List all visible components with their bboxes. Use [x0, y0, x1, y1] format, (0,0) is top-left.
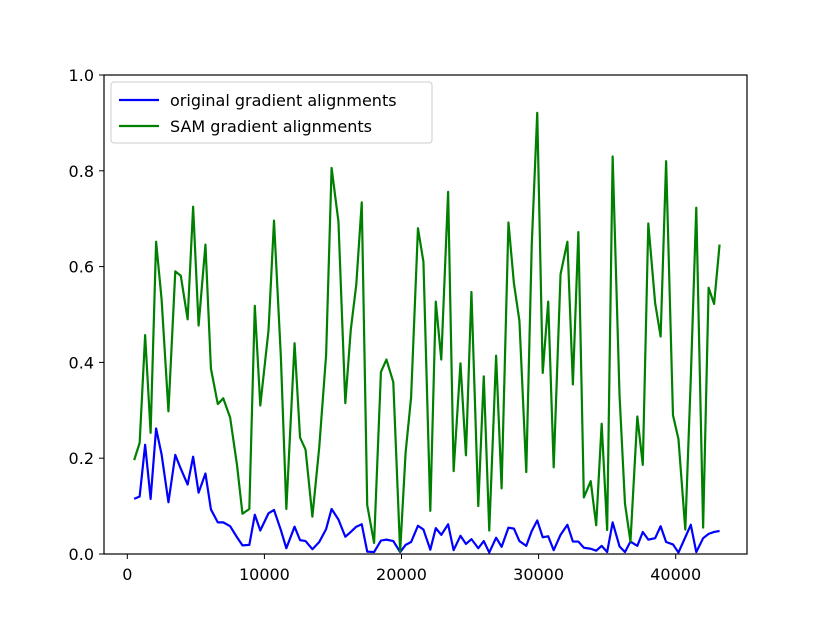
y-tick-label: 0.2: [69, 449, 94, 468]
x-tick-label: 0: [122, 565, 132, 584]
y-tick-label: 0.4: [69, 353, 94, 372]
legend-box: [110, 81, 433, 144]
series-layer: [133, 111, 721, 554]
legend-label-2: SAM gradient alignments: [170, 117, 372, 136]
x-tick-label: 10000: [239, 565, 290, 584]
y-tick-label: 0.0: [69, 545, 94, 564]
y-tick-label: 0.6: [69, 258, 94, 277]
legend: original gradient alignments SAM gradient…: [110, 81, 433, 144]
y-axis: 0.0 0.2 0.4 0.6 0.8 1.0: [69, 66, 104, 564]
series-line-2: [133, 111, 721, 553]
x-tick-label: 40000: [650, 565, 701, 584]
y-tick-label: 0.8: [69, 162, 94, 181]
legend-label-1: original gradient alignments: [170, 91, 397, 110]
series-line-1: [133, 427, 720, 554]
x-tick-label: 20000: [376, 565, 427, 584]
plot-area-frame: [103, 74, 748, 555]
x-axis: 0 10000 20000 30000 40000: [122, 554, 701, 584]
x-tick-label: 30000: [513, 565, 564, 584]
y-tick-label: 1.0: [69, 66, 94, 85]
